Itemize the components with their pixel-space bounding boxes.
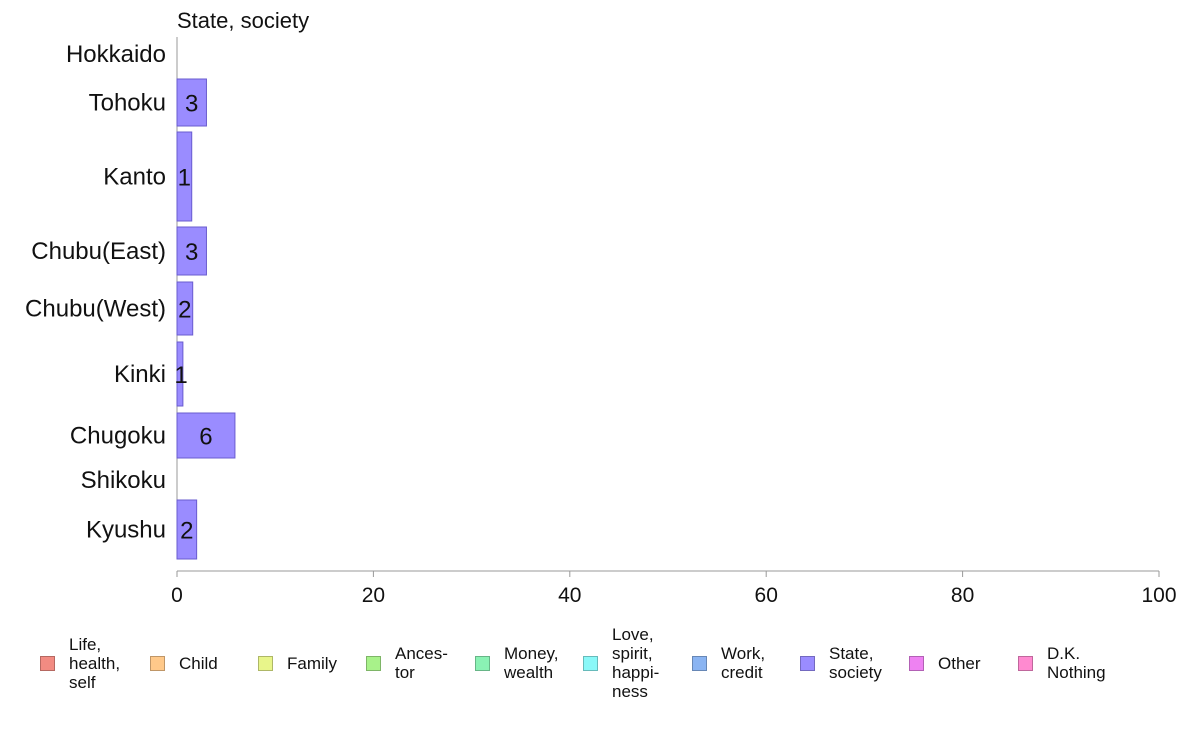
data-label: 6 [199, 424, 212, 451]
legend-swatch [366, 656, 381, 671]
legend-swatch [258, 656, 273, 671]
legend-swatch [150, 656, 165, 671]
y-tick-label: Tohoku [89, 90, 166, 117]
data-label: 2 [180, 518, 193, 545]
bar [176, 131, 193, 222]
bar [176, 78, 207, 127]
data-label: 3 [185, 91, 198, 118]
data-label: 3 [185, 239, 198, 266]
y-tick-label: Kinki [114, 361, 166, 388]
data-label: 1 [178, 165, 191, 192]
legend-label: Love, spirit, happi- ness [612, 625, 660, 701]
legend-label: Other [938, 653, 981, 673]
y-tick-label: Shikoku [81, 467, 166, 494]
legend-swatch [583, 656, 598, 671]
x-tick-label: 100 [1141, 584, 1176, 607]
legend-swatch [1018, 656, 1033, 671]
y-tick-label: Hokkaido [66, 41, 166, 68]
legend-label: State, society [829, 644, 882, 682]
y-tick-label: Chugoku [70, 423, 166, 450]
data-label: 2 [178, 297, 191, 324]
x-tick-label: 20 [362, 584, 385, 607]
bar [176, 226, 207, 276]
legend-swatch [909, 656, 924, 671]
chart-title: State, society [177, 8, 310, 33]
y-tick-label: Kanto [103, 164, 166, 191]
bar [176, 499, 198, 560]
bar [176, 412, 236, 459]
y-tick-label: Chubu(East) [31, 238, 166, 265]
legend-label: Family [287, 653, 338, 673]
legend-swatch [800, 656, 815, 671]
x-tick-label: 60 [755, 584, 778, 607]
data-label: 1 [174, 362, 187, 389]
legend-label: Work, credit [721, 644, 766, 682]
x-tick-label: 40 [558, 584, 581, 607]
bar [176, 281, 194, 336]
legend-label: Ances- tor [395, 644, 448, 682]
plot-area: Hokkaido Tohoku 3 Kanto 1 Chubu(East) 3 Chubu(W… [25, 37, 1177, 607]
legend-label: D.K. Nothing [1047, 644, 1106, 682]
legend-label: Child [179, 653, 218, 673]
legend-label: Money, wealth [504, 644, 559, 682]
legend-swatch [475, 656, 490, 671]
x-tick-label: 80 [951, 584, 974, 607]
legend-label: Life, health, self [69, 634, 121, 692]
legend-swatch [692, 656, 707, 671]
legend-swatch [40, 656, 55, 671]
bar [176, 341, 184, 407]
y-tick-label: Kyushu [86, 517, 166, 544]
x-tick-label: 0 [171, 584, 183, 607]
y-tick-label: Chubu(West) [25, 296, 166, 323]
